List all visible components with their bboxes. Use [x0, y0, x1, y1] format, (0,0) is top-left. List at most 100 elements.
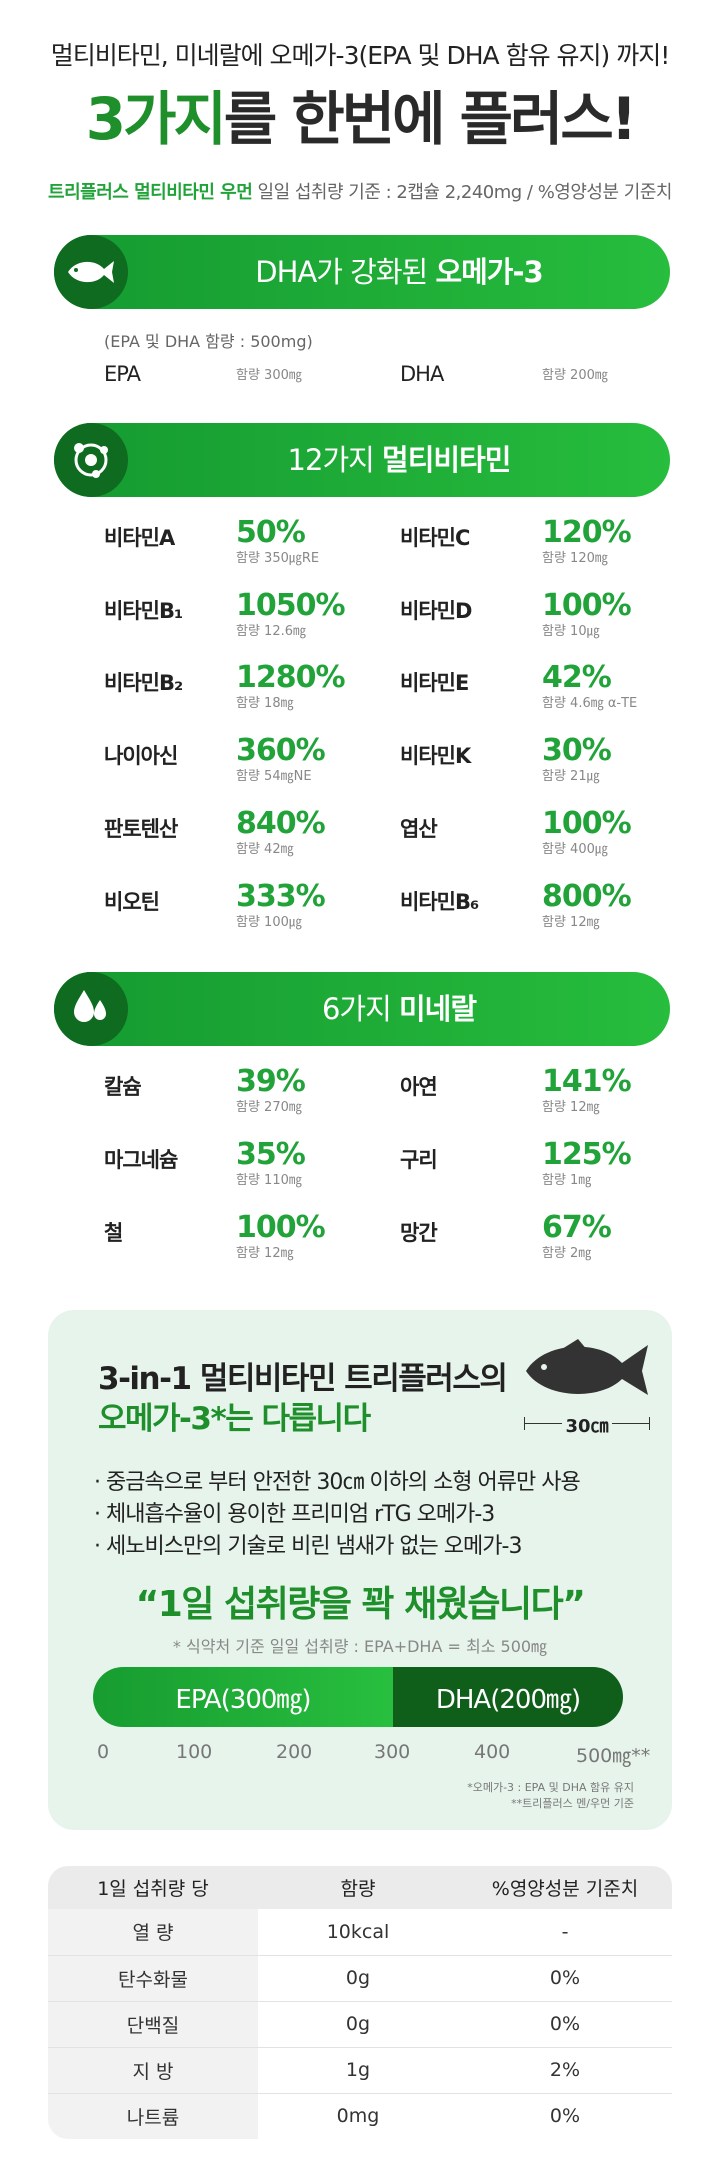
table-cell: 0g	[258, 2001, 458, 2048]
vitamin-amount: 함량 18㎎	[236, 696, 294, 711]
product-name: 트리플러스 멀티비타민 우먼	[48, 182, 253, 203]
info-title-line2: 오메가-3*는 다릅니다	[98, 1401, 371, 1437]
table-row: 나트륨 0mg 0%	[48, 2093, 672, 2139]
daily-intake-quote: “1일 섭취량을 꽉 채웠습니다”	[135, 1584, 586, 1625]
vitamin-pct: 30%	[542, 733, 612, 768]
vitamin-name: 비타민B₂	[104, 671, 183, 695]
vitamin-amount: 함량 54㎎NE	[236, 769, 312, 784]
bar-tick: 100	[176, 1741, 213, 1763]
vitamin-amount: 함량 350㎍RE	[236, 551, 320, 566]
footnote: **트리플러스 멘/우먼 기준	[511, 1797, 634, 1810]
table-cell: 1g	[258, 2047, 458, 2094]
mineral-title-light: 6가지	[321, 992, 399, 1026]
vitamin-amount: 함량 42㎎	[236, 842, 294, 857]
mineral-name: 아연	[400, 1075, 438, 1099]
vitamin-pct: 100%	[542, 588, 632, 623]
mineral-name: 마그네슘	[104, 1148, 178, 1172]
table-cell: 나트륨	[48, 2093, 258, 2139]
mineral-section-header: 6가지 미네랄	[54, 972, 670, 1046]
table-header: %영양성분 기준치	[458, 1866, 672, 1909]
serving-info: 일일 섭취량 기준 : 2캡슐 2,240mg / %영양성분 기준치	[252, 182, 673, 203]
table-cell: 0%	[458, 1955, 672, 2002]
vitamin-name: 엽산	[400, 817, 438, 841]
table-cell: 단백질	[48, 2001, 258, 2048]
vitamin-name: 비타민D	[400, 599, 472, 623]
table-header: 함량	[258, 1866, 458, 1909]
info-title-line1: 3-in-1 멀티비타민 트리플러스의	[98, 1361, 508, 1397]
vitamin-pct: 1050%	[236, 588, 346, 623]
vitamin-section-header: 12가지 멀티비타민	[54, 423, 670, 497]
omega-title-bold: 오메가-3	[435, 255, 543, 289]
vitamin-name: 비타민B₁	[104, 599, 183, 623]
serving-line: 트리플러스 멀티비타민 우먼 일일 섭취량 기준 : 2캡슐 2,240mg /…	[0, 178, 720, 204]
table-cell: 0mg	[336, 2105, 380, 2128]
omega-dha-name: DHA	[400, 362, 444, 386]
vitamin-amount: 함량 100㎍	[236, 915, 302, 930]
daily-intake-note: * 식약처 기준 일일 섭취량 : EPA+DHA = 최소 500㎎	[172, 1637, 548, 1656]
vitamin-amount: 함량 10㎍	[542, 624, 600, 639]
omega-epa-name: EPA	[104, 362, 141, 386]
mineral-amount: 함량 12㎎	[542, 1100, 600, 1115]
headline-rest: 를 한번에 플러스!	[223, 85, 637, 153]
vitamin-title: 12가지 멀티비타민	[128, 423, 670, 497]
bar-dha-segment: DHA(200㎎)	[393, 1667, 623, 1727]
vitamin-pct: 50%	[236, 515, 306, 550]
vitamin-amount: 함량 21㎍	[542, 769, 600, 784]
vitamin-name: 비타민A	[104, 526, 175, 550]
vitamin-name: 나이아신	[104, 744, 178, 768]
bar-tick: 500㎎**	[576, 1745, 651, 1767]
mineral-name: 철	[104, 1221, 123, 1245]
table-cell: 열 량	[48, 1909, 258, 1956]
footnote: *오메가-3 : EPA 및 DHA 함유 유지	[467, 1781, 634, 1794]
mineral-amount: 함량 110㎎	[236, 1173, 302, 1188]
vitamin-name: 비타민B₆	[400, 890, 479, 914]
omega-title: DHA가 강화된 오메가-3	[128, 235, 670, 309]
table-cell: 10kcal	[258, 1909, 458, 1956]
vitamin-pct: 840%	[236, 806, 326, 841]
table-row: 탄수화물 0g 0%	[48, 1955, 672, 2002]
info-bullet: · 세노비스만의 기술로 비린 냄새가 없는 오메가-3	[94, 1534, 522, 1559]
mineral-name: 칼슘	[104, 1075, 142, 1099]
table-header-row: 1일 섭취량 당 함량 %영양성분 기준치	[48, 1866, 672, 1909]
mineral-pct: 125%	[542, 1137, 632, 1172]
bar-tick: 300	[374, 1741, 411, 1763]
sub-headline: 멀티비타민, 미네랄에 오메가-3(EPA 및 DHA 함유 유지) 까지!	[50, 41, 671, 70]
vitamin-pct: 120%	[542, 515, 632, 550]
water-drop-icon	[54, 972, 128, 1046]
bar-epa-segment: EPA(300㎎)	[93, 1667, 393, 1727]
info-bullet: · 체내흡수율이 용이한 프리미엄 rTG 오메가-3	[94, 1502, 495, 1527]
vitamin-pct: 1280%	[236, 660, 346, 695]
table-row: 열 량 10kcal -	[48, 1909, 672, 1956]
vitamin-title-light: 12가지	[287, 443, 383, 477]
vitamin-title-bold: 멀티비타민	[382, 443, 511, 477]
vitamin-pct: 333%	[236, 879, 326, 914]
molecule-icon	[54, 423, 128, 497]
omega-section-header: DHA가 강화된 오메가-3	[54, 235, 670, 309]
table-header: 1일 섭취량 당	[48, 1866, 258, 1909]
table-cell: 2%	[458, 2047, 672, 2094]
headline: 3가지를 한번에 플러스!	[0, 72, 720, 156]
vitamin-name: 비오틴	[104, 890, 160, 914]
bar-tick: 0	[97, 1741, 110, 1763]
table-cell: 0%	[549, 2105, 581, 2128]
mineral-amount: 함량 2㎎	[542, 1246, 592, 1261]
vitamin-amount: 함량 12㎎	[542, 915, 600, 930]
bar-tick: 200	[276, 1741, 313, 1763]
vitamin-amount: 함량 400㎍	[542, 842, 608, 857]
omega-note: (EPA 및 DHA 함량 : 500mg)	[104, 332, 313, 351]
info-bullet: · 중금속으로 부터 안전한 30㎝ 이하의 소형 어류만 사용	[94, 1470, 581, 1495]
mineral-pct: 67%	[542, 1210, 612, 1245]
vitamin-pct: 360%	[236, 733, 326, 768]
vitamin-name: 판토텐산	[104, 817, 178, 841]
omega-dha-amount: 함량 200㎎	[542, 368, 608, 383]
vitamin-amount: 함량 12.6㎎	[236, 624, 306, 639]
vitamin-name: 비타민K	[400, 744, 471, 768]
mineral-title-bold: 미네랄	[398, 992, 477, 1026]
epa-dha-bar: EPA(300㎎) DHA(200㎎)	[93, 1667, 623, 1727]
nutrition-table: 1일 섭취량 당 함량 %영양성분 기준치 열 량 10kcal - 탄수화물 …	[48, 1866, 672, 2139]
fish-size-indicator: 30㎝	[524, 1412, 650, 1437]
mineral-title: 6가지 미네랄	[128, 972, 670, 1046]
table-cell: -	[458, 1909, 672, 1956]
table-row: 단백질 0g 0%	[48, 2001, 672, 2048]
headline-highlight: 3가지	[85, 85, 227, 153]
